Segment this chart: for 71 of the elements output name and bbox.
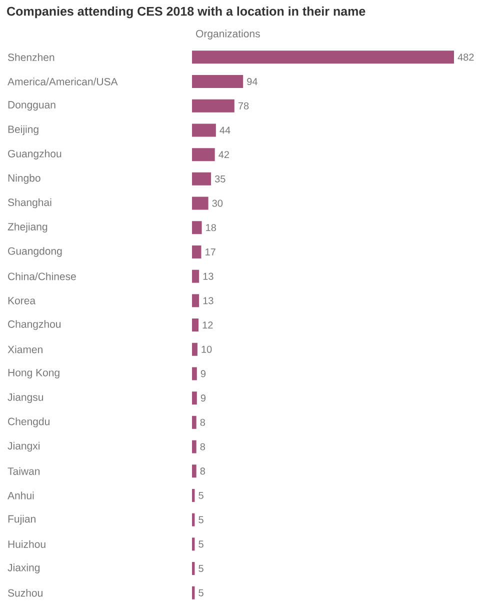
y-tick-label: Chengdu <box>8 418 50 428</box>
bar <box>192 294 200 308</box>
y-tick-label: Suzhou <box>8 588 42 597</box>
data-label: 8 <box>200 418 206 426</box>
bar <box>192 562 195 575</box>
bar <box>192 488 195 502</box>
data-label: 12 <box>202 322 213 328</box>
bar <box>192 148 215 162</box>
bar <box>192 342 198 356</box>
y-tick-label: Guangzhou <box>8 150 62 160</box>
bar <box>192 586 195 600</box>
bar <box>192 416 196 429</box>
data-label: 44 <box>220 126 230 134</box>
chart-title: Companies attending CES 2018 with a location in their name <box>7 6 366 18</box>
y-tick-label: Hong Kong <box>8 369 60 378</box>
data-label: 13 <box>203 272 214 280</box>
y-tick-label: Korea <box>8 297 36 304</box>
bar <box>192 245 202 258</box>
bar <box>192 367 197 380</box>
data-label: 5 <box>198 540 204 548</box>
y-tick-label: Dongguan <box>8 101 56 111</box>
data-label: 35 <box>214 175 226 182</box>
data-label: 42 <box>218 151 229 158</box>
data-label: 30 <box>212 200 223 207</box>
data-label: 94 <box>247 78 258 86</box>
x-axis-title: Organizations <box>196 30 260 40</box>
bar <box>192 172 212 186</box>
y-tick-label: Zhejiang <box>8 222 48 233</box>
bar <box>192 124 216 137</box>
bar <box>192 392 197 405</box>
y-tick-label: Beijing <box>8 125 38 136</box>
y-tick-label: America/American/USA <box>8 78 118 86</box>
y-tick-label: Fujian <box>8 514 36 525</box>
data-label: 9 <box>200 394 206 402</box>
data-label: 13 <box>203 297 214 304</box>
data-label: 9 <box>200 370 206 378</box>
bar <box>192 50 454 64</box>
data-label: 5 <box>198 516 204 524</box>
bar <box>192 99 234 112</box>
y-tick-label: Guangdong <box>8 247 62 257</box>
bar <box>192 464 196 478</box>
y-tick-label: Jiangxi <box>8 442 40 452</box>
data-label: 5 <box>198 589 204 596</box>
y-tick-label: Huizhou <box>8 540 46 548</box>
y-tick-label: Shanghai <box>8 198 52 208</box>
y-tick-label: Xiamen <box>8 346 42 354</box>
y-tick-label: Jiangsu <box>8 393 44 403</box>
data-label: 17 <box>206 248 216 256</box>
bar <box>192 75 244 88</box>
bar <box>192 221 202 234</box>
y-tick-label: China/Chinese <box>8 272 76 280</box>
y-tick-label: Changzhou <box>8 320 61 330</box>
data-label: 8 <box>200 443 206 450</box>
bar <box>192 440 196 454</box>
y-tick-label: Anhui <box>8 492 34 500</box>
data-label: 5 <box>198 564 204 572</box>
bar <box>192 513 195 526</box>
bar <box>192 196 208 210</box>
data-label: 18 <box>206 224 216 232</box>
data-label: 10 <box>202 346 212 353</box>
y-tick-label: Shenzhen <box>8 53 54 62</box>
y-tick-label: Ningbo <box>8 174 40 184</box>
bar <box>192 270 200 283</box>
data-label: 482 <box>458 54 474 61</box>
data-label: 78 <box>238 102 249 110</box>
y-tick-label: Taiwan <box>8 467 40 475</box>
data-label: 5 <box>198 492 204 499</box>
bar <box>192 538 195 551</box>
y-tick-label: Jiaxing <box>8 564 40 574</box>
bar <box>192 318 199 332</box>
data-label: 8 <box>200 468 206 475</box>
